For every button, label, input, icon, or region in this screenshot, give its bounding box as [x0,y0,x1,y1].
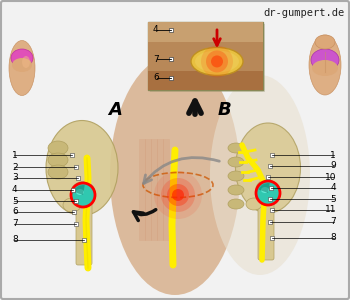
Ellipse shape [261,187,269,193]
Text: 6: 6 [12,208,18,217]
FancyBboxPatch shape [145,139,152,241]
Text: 11: 11 [324,206,336,214]
Ellipse shape [228,185,244,195]
Text: 2: 2 [12,163,18,172]
Ellipse shape [236,123,301,213]
Ellipse shape [228,157,244,167]
Ellipse shape [48,141,68,155]
Ellipse shape [9,40,35,95]
Ellipse shape [311,49,339,71]
Bar [148,22,263,46]
FancyBboxPatch shape [76,196,92,265]
Ellipse shape [228,199,244,209]
Text: 3: 3 [12,173,18,182]
Circle shape [260,184,274,198]
Ellipse shape [76,189,84,195]
Circle shape [161,178,195,212]
Ellipse shape [110,55,240,295]
Ellipse shape [11,49,33,67]
FancyBboxPatch shape [258,196,274,260]
Circle shape [71,183,95,207]
Circle shape [256,181,280,205]
FancyBboxPatch shape [157,139,164,241]
Text: 7: 7 [330,218,336,226]
Ellipse shape [312,60,338,76]
Circle shape [201,45,233,77]
Text: 4: 4 [12,185,18,194]
Wedge shape [259,183,270,193]
Text: 1: 1 [12,151,18,160]
FancyBboxPatch shape [151,139,158,241]
Ellipse shape [48,165,68,179]
Bar [148,42,263,73]
Ellipse shape [48,153,68,167]
Ellipse shape [195,50,239,72]
Text: 4: 4 [153,26,159,34]
Text: B: B [218,101,232,119]
Ellipse shape [191,47,243,75]
Ellipse shape [228,171,244,181]
Text: 8: 8 [330,233,336,242]
Ellipse shape [71,182,95,204]
FancyArrowPatch shape [144,158,219,183]
Ellipse shape [246,198,262,210]
Ellipse shape [63,198,81,212]
Ellipse shape [46,121,118,215]
Text: 10: 10 [324,172,336,182]
Circle shape [75,187,91,203]
Circle shape [172,189,184,201]
FancyBboxPatch shape [139,139,146,241]
Text: 9: 9 [330,161,336,170]
FancyBboxPatch shape [150,24,265,92]
Circle shape [167,184,189,206]
Ellipse shape [256,180,278,200]
Ellipse shape [315,35,335,49]
Text: A: A [108,101,122,119]
Ellipse shape [210,75,310,275]
Bar [148,71,263,90]
Text: 5: 5 [330,194,336,203]
Text: 6: 6 [153,73,159,82]
Text: dr-gumpert.de: dr-gumpert.de [264,8,345,18]
FancyBboxPatch shape [163,139,170,241]
Circle shape [211,56,223,68]
Text: 4: 4 [330,184,336,193]
Text: 5: 5 [12,196,18,206]
Ellipse shape [309,35,341,95]
Ellipse shape [228,143,244,153]
Wedge shape [74,185,85,195]
Ellipse shape [12,58,32,72]
Text: 8: 8 [12,236,18,244]
Circle shape [154,171,202,219]
FancyBboxPatch shape [148,22,263,90]
Text: 1: 1 [330,151,336,160]
Ellipse shape [22,56,30,68]
Text: 7: 7 [153,55,159,64]
Text: 7: 7 [12,220,18,229]
Circle shape [206,50,228,72]
